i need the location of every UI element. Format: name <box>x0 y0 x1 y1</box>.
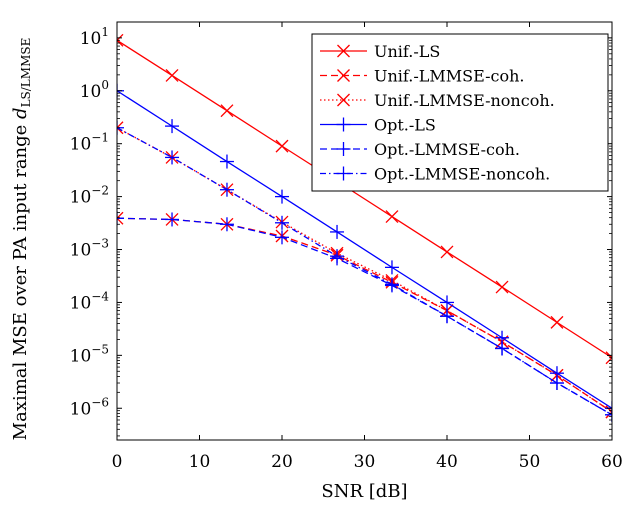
legend-entry-6: Opt.-LMMSE-noncoh. <box>374 165 550 184</box>
series-6-point <box>440 309 454 324</box>
series-1-point <box>220 104 234 118</box>
series-6-point <box>219 182 234 197</box>
series-5-point <box>117 211 124 226</box>
y-tick-label: 10−4 <box>70 289 110 313</box>
y-tick-label: 10−5 <box>70 342 109 366</box>
series-5-point <box>219 217 234 232</box>
series-4-point <box>219 154 234 169</box>
series-3-point <box>117 121 124 135</box>
series-1-point <box>495 280 509 294</box>
series-2-point <box>117 211 124 225</box>
series-5-point <box>165 212 180 227</box>
series-4-point <box>275 189 289 204</box>
series-4-point <box>165 119 180 134</box>
series-line-3 <box>117 127 612 413</box>
y-tick-label: 10−3 <box>70 237 109 261</box>
x-tick-label: 0 <box>112 452 123 472</box>
series-4-point <box>384 260 399 275</box>
series-line-6 <box>117 127 612 416</box>
legend-marker-5 <box>336 142 351 156</box>
series-4-point <box>440 295 454 310</box>
series-1-point <box>117 33 124 47</box>
series-4-point <box>330 224 345 239</box>
x-tick-label: 30 <box>354 452 376 472</box>
legend-entry-3: Unif.-LMMSE-noncoh. <box>374 91 555 110</box>
y-tick-label: 100 <box>80 78 109 102</box>
series-line-4 <box>117 90 612 409</box>
y-axis-label: Maximal MSE over PA input range dLS/LMMS… <box>10 38 33 441</box>
legend-box <box>311 33 609 192</box>
series-6-point <box>549 376 564 391</box>
legend-marker-1 <box>337 44 350 58</box>
y-tick-label: 101 <box>80 25 109 49</box>
series-line-5 <box>117 217 612 416</box>
legend-marker-3 <box>337 93 350 107</box>
legend-entry-1: Unif.-LS <box>374 42 440 61</box>
legend-entry-5: Opt.-LMMSE-coh. <box>374 140 520 159</box>
series-1-point <box>550 315 564 329</box>
legend-marker-4 <box>336 117 351 132</box>
x-tick-label: 50 <box>519 452 541 472</box>
series-6-point <box>275 215 289 230</box>
series-6-point <box>384 277 399 292</box>
x-axis-label: SNR [dB] <box>321 481 407 502</box>
series-1-point <box>165 68 179 82</box>
legend-marker-6 <box>336 166 351 181</box>
y-tick-label: 10−6 <box>70 395 109 419</box>
x-tick-label: 60 <box>601 452 623 472</box>
y-tick-label: 10−1 <box>70 131 109 155</box>
series-1-point <box>275 139 289 153</box>
series-1-point <box>385 210 399 224</box>
series-6-point <box>605 407 612 422</box>
series-1-point <box>440 245 454 259</box>
series-line-1 <box>117 39 612 359</box>
series-1-point <box>605 351 612 365</box>
legend-marker-2 <box>337 69 350 82</box>
x-tick-label: 10 <box>189 452 211 472</box>
series-6-point <box>495 341 510 356</box>
series-line-2 <box>117 217 612 413</box>
legend-entry-4: Opt.-LS <box>374 116 436 135</box>
y-tick-label: 10−2 <box>70 184 109 208</box>
x-tick-label: 20 <box>271 452 293 472</box>
series-6-point <box>117 120 124 135</box>
series-6-point <box>330 249 345 264</box>
series-5-point <box>275 230 289 245</box>
legend-entry-2: Unif.-LMMSE-coh. <box>374 67 524 86</box>
series-6-point <box>165 150 180 165</box>
x-tick-label: 40 <box>436 452 458 472</box>
